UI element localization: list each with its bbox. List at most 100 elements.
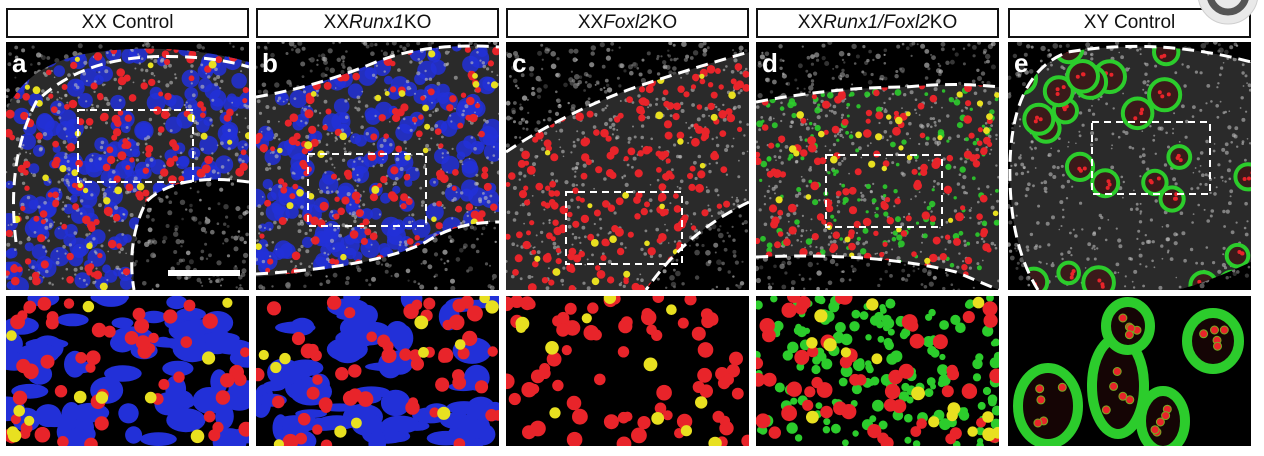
nucleus — [588, 74, 592, 78]
red-cell — [265, 267, 271, 273]
red-cell — [299, 159, 307, 168]
nucleus — [265, 243, 269, 247]
nucleus — [22, 144, 25, 147]
nucleus — [262, 89, 269, 95]
red-cell — [701, 209, 709, 217]
nucleus — [102, 192, 107, 197]
nucleus — [710, 214, 713, 218]
nucleus — [512, 218, 517, 222]
nucleus — [368, 283, 372, 287]
nucleus — [345, 50, 348, 53]
nucleus — [158, 198, 164, 203]
nucleus — [245, 232, 249, 237]
red-cell — [142, 167, 149, 174]
nucleus — [169, 80, 174, 85]
nucleus — [394, 177, 399, 181]
nucleus — [325, 220, 327, 223]
red-cell — [655, 150, 662, 157]
nucleus — [163, 164, 166, 168]
red-cell — [614, 227, 624, 237]
blue-region — [381, 415, 420, 434]
nucleus — [443, 206, 446, 210]
nucleus — [403, 240, 408, 244]
nucleus — [329, 157, 333, 161]
nucleus — [648, 103, 652, 107]
red-cell — [517, 159, 526, 168]
red-cell — [656, 237, 663, 244]
blue-region — [262, 380, 286, 392]
red-cell — [116, 243, 122, 249]
panel-title-b: XX Runx1 KO — [256, 8, 499, 38]
nucleus — [640, 278, 644, 282]
nucleus — [313, 109, 318, 113]
nucleus — [618, 63, 624, 69]
red-cell — [122, 268, 131, 276]
red-cell — [646, 146, 653, 153]
nucleus — [385, 42, 390, 46]
yellow-cell — [279, 352, 291, 365]
nucleus — [157, 80, 161, 83]
nucleus — [596, 82, 600, 86]
nucleus — [323, 99, 328, 104]
nucleus — [730, 70, 735, 74]
nucleus — [101, 187, 106, 192]
nucleus — [680, 101, 684, 106]
blue-region — [200, 332, 240, 345]
nucleus — [114, 205, 119, 210]
nucleus — [153, 74, 156, 77]
red-cell — [233, 373, 247, 386]
red-cell — [158, 91, 164, 97]
nucleus — [561, 149, 565, 154]
nucleus — [562, 266, 566, 270]
nucleus — [727, 270, 731, 274]
nucleus — [223, 204, 229, 210]
nucleus — [317, 124, 320, 127]
nucleus — [14, 55, 19, 60]
nucleus — [13, 248, 17, 252]
red-cell — [718, 110, 727, 119]
red-cell — [593, 129, 600, 136]
nucleus — [516, 244, 519, 247]
nucleus — [53, 221, 56, 224]
yellow-cell — [431, 216, 437, 222]
nucleus — [8, 52, 12, 56]
nucleus — [200, 147, 204, 151]
nucleus — [555, 72, 561, 78]
nucleus — [665, 229, 669, 232]
nucleus — [555, 179, 559, 183]
nucleus — [559, 128, 564, 133]
nucleus — [667, 54, 671, 58]
yellow-cell — [42, 174, 49, 182]
nucleus — [90, 261, 93, 263]
red-cell — [63, 298, 75, 309]
nucleus — [66, 101, 69, 104]
red-cell — [697, 170, 706, 179]
nucleus — [53, 76, 56, 79]
red-cell — [77, 118, 85, 126]
nucleus — [519, 204, 522, 207]
blue-region — [391, 324, 414, 352]
red-cell — [640, 207, 648, 216]
red-cell — [483, 182, 492, 191]
blue-cell — [175, 156, 189, 170]
nucleus — [486, 156, 489, 160]
blue-cell — [119, 276, 134, 290]
nucleus — [84, 125, 88, 130]
nucleus — [738, 159, 740, 162]
nucleus — [143, 42, 150, 46]
nucleus — [317, 54, 321, 58]
nucleus — [89, 126, 92, 129]
nucleus — [725, 144, 730, 148]
nucleus — [211, 169, 216, 174]
nucleus — [285, 282, 291, 288]
red-cell — [470, 210, 480, 220]
nucleus — [402, 117, 406, 121]
blue-cell — [146, 93, 166, 112]
blue-cell — [456, 140, 473, 157]
red-cell — [637, 150, 644, 157]
blue-cell — [102, 264, 111, 274]
nucleus — [581, 131, 585, 135]
nucleus — [64, 94, 68, 97]
nucleus — [301, 107, 304, 109]
red-cell — [405, 198, 413, 206]
